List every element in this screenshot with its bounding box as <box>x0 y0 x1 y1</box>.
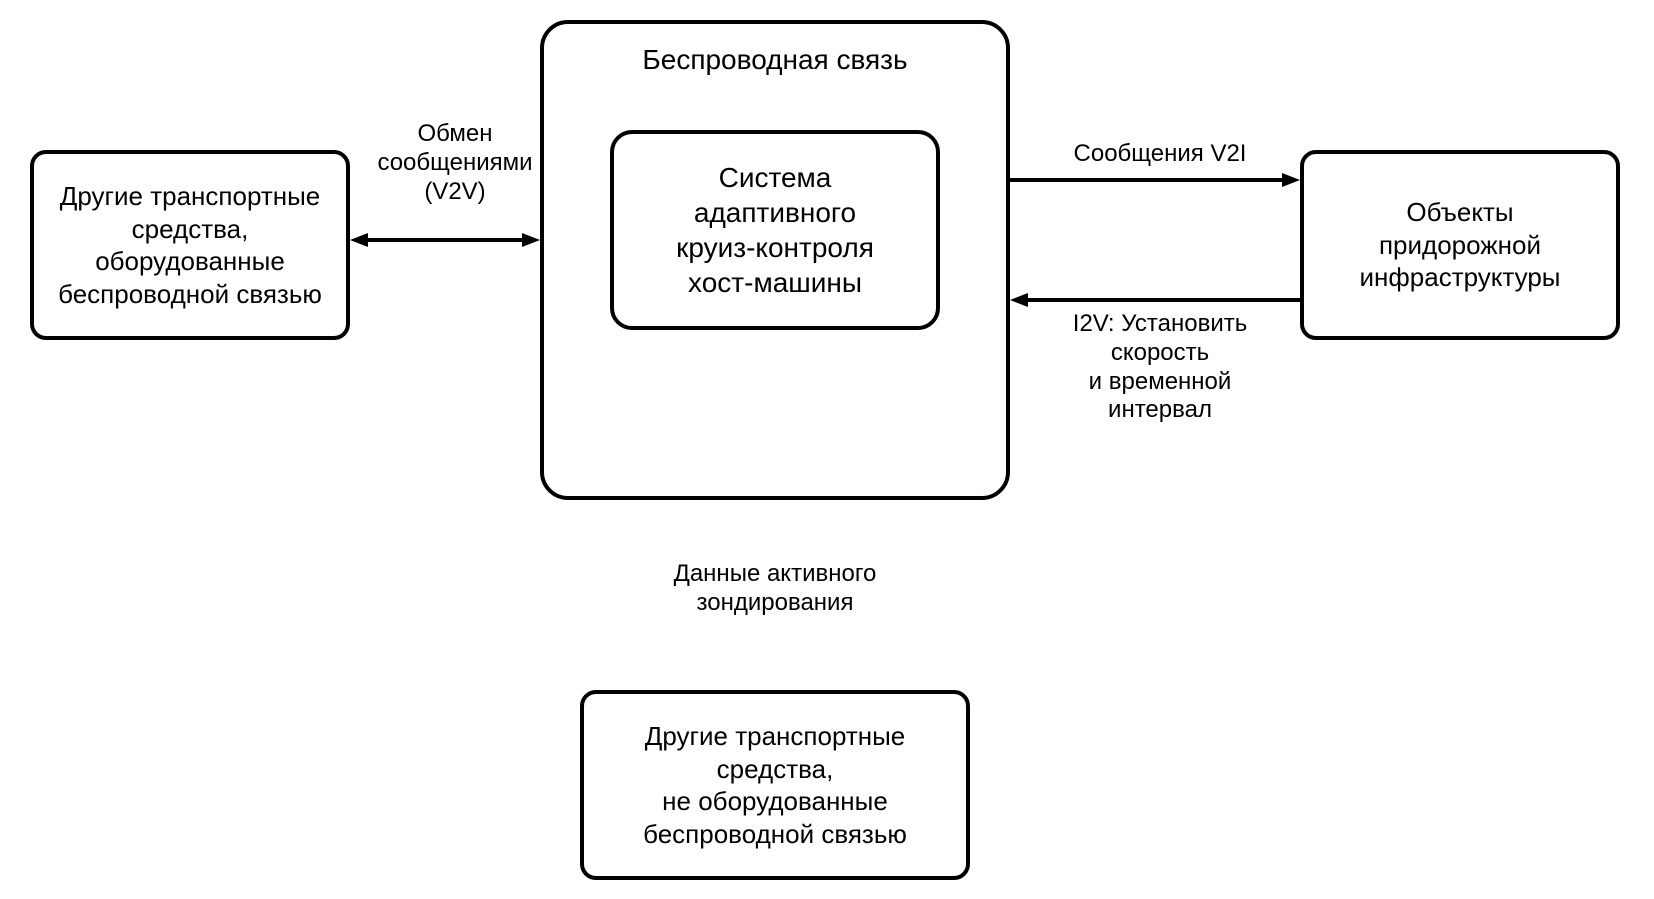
wireless-title-label: Беспроводная связь <box>642 44 907 75</box>
node-other-vehicles-wireless: Другие транспортные средства, оборудован… <box>30 150 350 340</box>
right-label: Объекты придорожной инфраструктуры <box>1360 196 1561 294</box>
edge-label-v2v: Обмен сообщениями (V2V) <box>370 120 540 206</box>
node-acc-inner: Система адаптивного круиз-контроля хост-… <box>610 130 940 330</box>
bottom-label: Другие транспортные средства, не оборудо… <box>643 720 907 850</box>
edge-label-i2v: I2V: Установить скорость и временной инт… <box>1050 310 1270 425</box>
edge-label-v2i: Сообщения V2I <box>1050 140 1270 169</box>
left-label: Другие транспортные средства, оборудован… <box>58 180 322 310</box>
edge-label-sensing: Данные активного зондирования <box>650 560 900 618</box>
node-other-vehicles-no-wireless: Другие транспортные средства, не оборудо… <box>580 690 970 880</box>
diagram-canvas: Беспроводная связь Система адаптивного к… <box>0 0 1654 899</box>
acc-inner-label: Система адаптивного круиз-контроля хост-… <box>676 160 874 300</box>
node-roadside-infrastructure: Объекты придорожной инфраструктуры <box>1300 150 1620 340</box>
